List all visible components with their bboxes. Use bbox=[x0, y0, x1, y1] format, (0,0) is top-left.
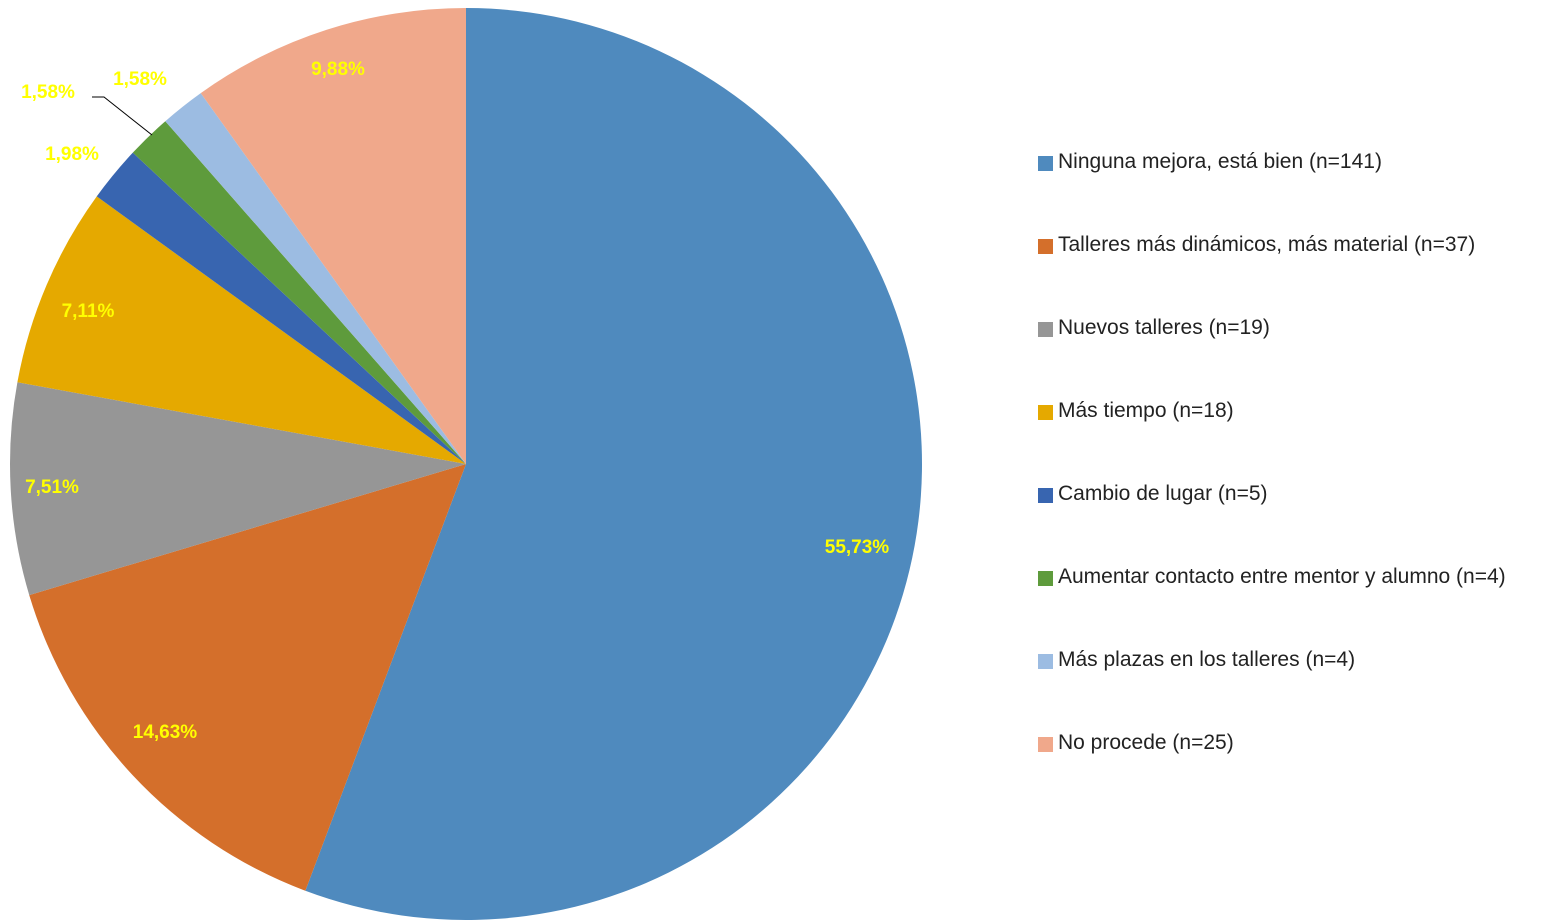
data-label: 55,73% bbox=[825, 537, 890, 558]
legend-swatch bbox=[1038, 488, 1053, 503]
leader-line bbox=[92, 96, 153, 136]
legend-label: Más tiempo (n=18) bbox=[1058, 399, 1234, 422]
legend-item: Cambio de lugar (n=5) bbox=[1038, 482, 1558, 506]
legend-label: Nuevos talleres (n=19) bbox=[1058, 316, 1270, 339]
data-label: 1,58% bbox=[113, 69, 167, 90]
legend-label: Ninguna mejora, está bien (n=141) bbox=[1058, 150, 1382, 173]
legend-item: No procede (n=25) bbox=[1038, 731, 1558, 755]
pie-area: 55,73% 14,63% 7,51% 7,11% 1,98% 1,58% 1,58% 9,8… bbox=[9, 8, 922, 920]
legend-item: Más plazas en los talleres (n=4) bbox=[1038, 648, 1558, 672]
legend-item: Más tiempo (n=18) bbox=[1038, 399, 1558, 423]
legend-item: Nuevos talleres (n=19) bbox=[1038, 316, 1558, 340]
legend-swatch bbox=[1038, 405, 1053, 420]
legend-swatch bbox=[1038, 239, 1053, 254]
pie-slice bbox=[17, 196, 466, 465]
pie-slice bbox=[200, 8, 467, 464]
data-label: 14,63% bbox=[133, 722, 198, 743]
data-label: 7,11% bbox=[62, 301, 115, 322]
legend-swatch bbox=[1038, 654, 1053, 669]
data-label: 1,58% bbox=[21, 82, 75, 103]
pie-slice bbox=[9, 382, 466, 596]
legend-label: No procede (n=25) bbox=[1058, 731, 1234, 754]
data-label: 9,88% bbox=[311, 59, 365, 80]
pie-slice bbox=[96, 152, 467, 465]
legend-swatch bbox=[1038, 737, 1053, 752]
data-label: 7,51% bbox=[25, 477, 79, 498]
pie-slice bbox=[29, 464, 466, 891]
data-label: 1,98% bbox=[45, 144, 99, 165]
pie-slice bbox=[305, 8, 922, 920]
pie-slice bbox=[165, 93, 466, 465]
legend-swatch bbox=[1038, 156, 1053, 171]
pie-slice bbox=[132, 121, 466, 464]
legend-item: Talleres más dinámicos, más material (n=… bbox=[1038, 233, 1558, 257]
legend-swatch bbox=[1038, 571, 1053, 586]
legend-label: Aumentar contacto entre mentor y alumno … bbox=[1058, 565, 1506, 588]
legend-item: Ninguna mejora, está bien (n=141) bbox=[1038, 150, 1558, 174]
legend-label: Más plazas en los talleres (n=4) bbox=[1058, 648, 1356, 671]
legend-item: Aumentar contacto entre mentor y alumno … bbox=[1038, 565, 1558, 589]
legend-swatch bbox=[1038, 322, 1053, 337]
legend-label: Cambio de lugar (n=5) bbox=[1058, 482, 1268, 505]
legend-label: Talleres más dinámicos, más material (n=… bbox=[1058, 233, 1476, 256]
